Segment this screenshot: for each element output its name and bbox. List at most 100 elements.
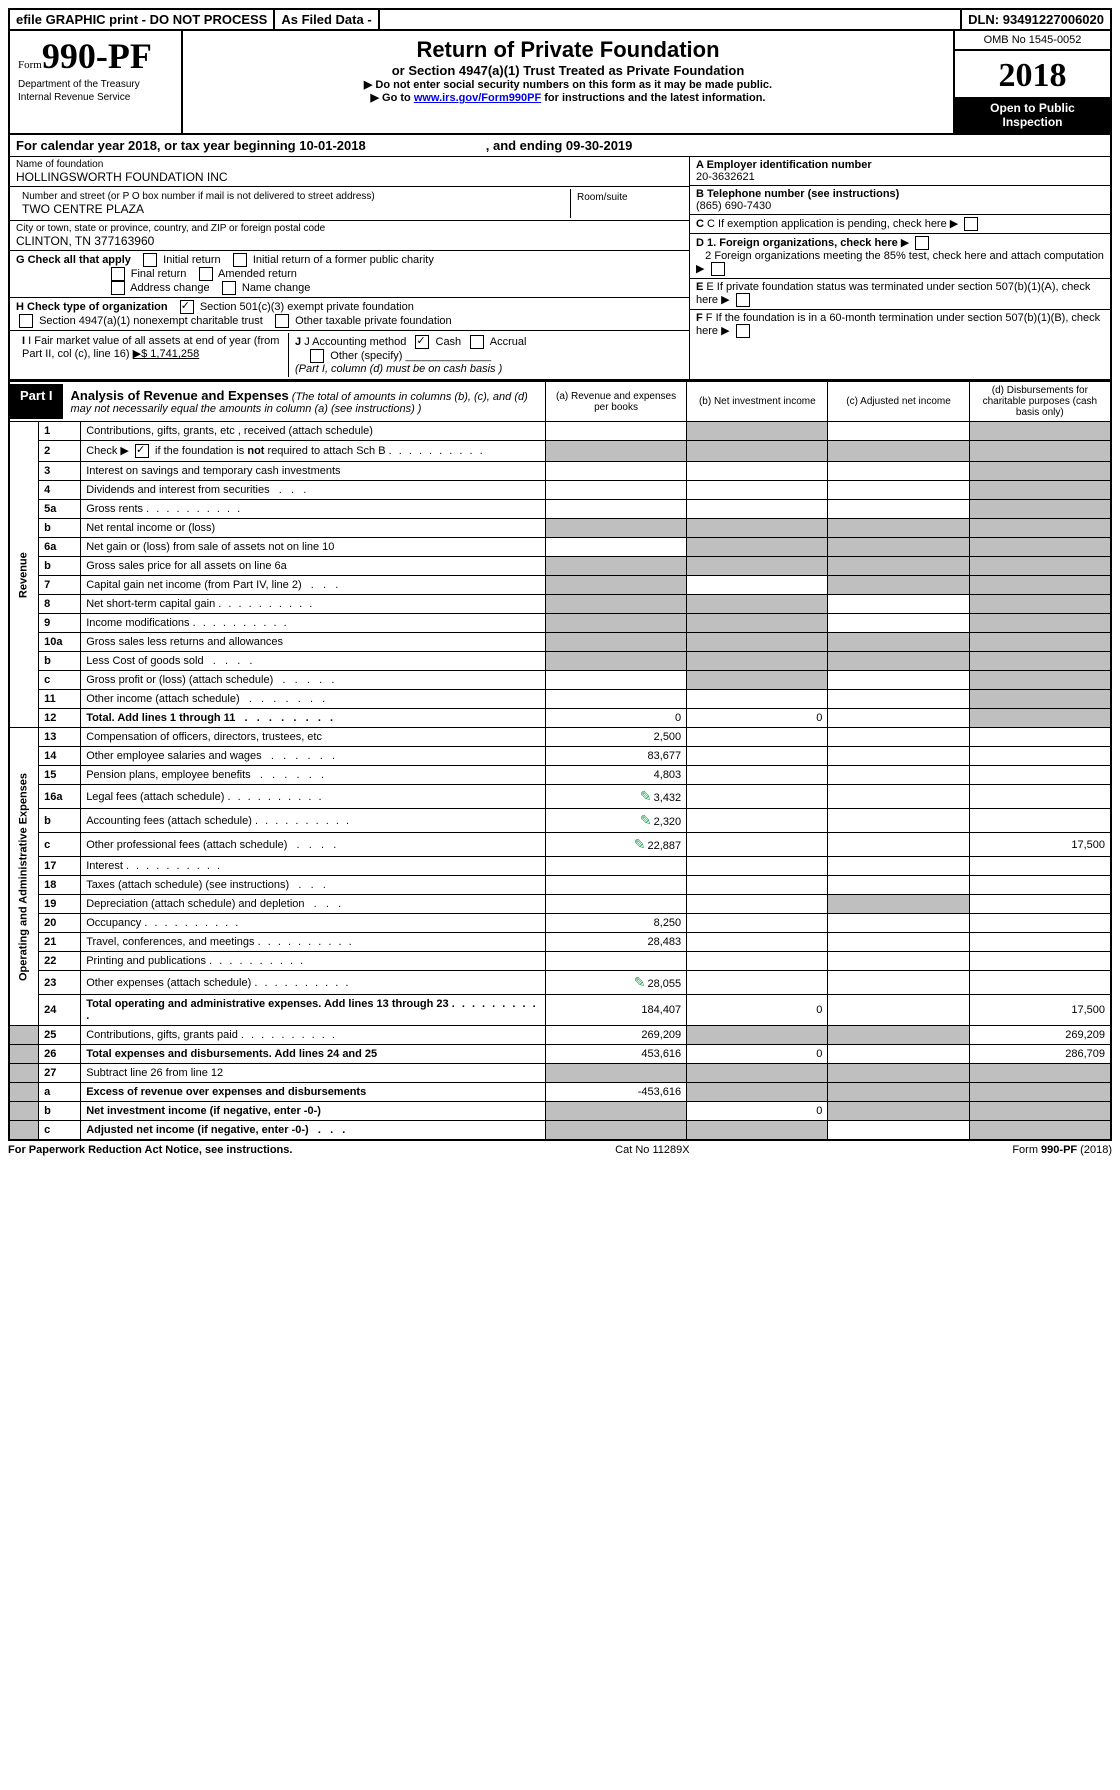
amt-26d: 286,709 [969, 1045, 1111, 1064]
checkbox-d1[interactable] [915, 236, 929, 250]
line-19: Depreciation (attach schedule) and deple… [81, 895, 546, 914]
amt-12a: 0 [545, 709, 686, 728]
line-10b: Less Cost of goods sold . . . . [81, 652, 546, 671]
city-value: CLINTON, TN 377163960 [16, 234, 683, 248]
amt-16c-d: 17,500 [969, 833, 1111, 857]
line-16b: Accounting fees (attach schedule) [81, 809, 546, 833]
checkbox-other-tax[interactable] [275, 314, 289, 328]
amt-24a: 184,407 [545, 995, 686, 1026]
address-label: Number and street (or P O box number if … [22, 191, 564, 202]
col-c-header: (c) Adjusted net income [828, 382, 969, 422]
title-block: Return of Private Foundation or Section … [183, 31, 953, 133]
checkbox-cash[interactable] [415, 335, 429, 349]
h-row: H Check type of organization Section 501… [10, 298, 689, 331]
checkbox-accrual[interactable] [470, 335, 484, 349]
part1-desc: Analysis of Revenue and Expenses (The to… [63, 384, 545, 419]
phone-label: B Telephone number (see instructions) [696, 188, 899, 200]
checkbox-e[interactable] [736, 293, 750, 307]
col-d-header: (d) Disbursements for charitable purpose… [969, 382, 1111, 422]
line-25: Contributions, gifts, grants paid [81, 1026, 546, 1045]
line-27: Subtract line 26 from line 12 [81, 1064, 546, 1083]
room-label: Room/suite [577, 192, 628, 203]
amt-25a: 269,209 [545, 1026, 686, 1045]
attach-icon[interactable]: ✎ [640, 788, 652, 805]
line-5b: Net rental income or (loss) [81, 519, 546, 538]
checkbox-initial[interactable] [143, 253, 157, 267]
amt-16c-a: ✎22,887 [545, 833, 686, 857]
as-filed: As Filed Data - [275, 10, 379, 29]
line-10a: Gross sales less returns and allowances [81, 633, 546, 652]
attach-icon[interactable]: ✎ [634, 974, 646, 991]
form-title: Return of Private Foundation [189, 37, 947, 63]
instr-1: ▶ Do not enter social security numbers o… [189, 78, 947, 91]
f-cell: F F If the foundation is in a 60-month t… [690, 310, 1110, 340]
checkbox-initial-former[interactable] [233, 253, 247, 267]
d-cell: D 1. Foreign organizations, check here ▶… [690, 234, 1110, 279]
line-21: Travel, conferences, and meetings [81, 933, 546, 952]
attach-icon[interactable]: ✎ [634, 836, 646, 853]
spacer [380, 10, 962, 29]
line-8: Net short-term capital gain [81, 595, 546, 614]
line-2: Check ▶ if the foundation is not require… [81, 441, 546, 462]
name-label: Name of foundation [16, 159, 683, 170]
name-cell: Name of foundation HOLLINGSWORTH FOUNDAT… [10, 157, 689, 187]
checkbox-c[interactable] [964, 217, 978, 231]
line-6a: Net gain or (loss) from sale of assets n… [81, 538, 546, 557]
omb-number: OMB No 1545-0052 [955, 31, 1110, 51]
amt-16b: ✎2,320 [545, 809, 686, 833]
line-26: Total expenses and disbursements. Add li… [81, 1045, 546, 1064]
checkbox-other-method[interactable] [310, 349, 324, 363]
checkbox-f[interactable] [736, 324, 750, 338]
d1-label: D 1. Foreign organizations, check here [696, 237, 898, 249]
foundation-name: HOLLINGSWORTH FOUNDATION INC [16, 170, 683, 184]
footer-right: Form 990-PF (2018) [1012, 1144, 1112, 1156]
checkbox-name[interactable] [222, 281, 236, 295]
line-3: Interest on savings and temporary cash i… [81, 462, 546, 481]
amt-21a: 28,483 [545, 933, 686, 952]
cal-begin: For calendar year 2018, or tax year begi… [16, 138, 366, 153]
line-6b: Gross sales price for all assets on line… [81, 557, 546, 576]
col-b-header: (b) Net investment income [687, 382, 828, 422]
year-block: OMB No 1545-0052 2018 Open to Public Ins… [953, 31, 1110, 133]
form-number: 990-PF [42, 36, 152, 76]
j-label: J Accounting method [304, 336, 406, 348]
attach-icon[interactable]: ✎ [640, 812, 652, 829]
form-label: Form [18, 59, 42, 71]
amt-25d: 269,209 [969, 1026, 1111, 1045]
checkbox-final[interactable] [111, 267, 125, 281]
efile-notice: efile GRAPHIC print - DO NOT PROCESS [10, 10, 275, 29]
form-header: Form990-PF Department of the Treasury In… [8, 31, 1112, 135]
amt-12b: 0 [687, 709, 828, 728]
checkbox-d2[interactable] [711, 262, 725, 276]
footer-left: For Paperwork Reduction Act Notice, see … [8, 1144, 292, 1156]
tax-year: 2018 [955, 51, 1110, 97]
e-cell: E E If private foundation status was ter… [690, 279, 1110, 310]
line-27a: Excess of revenue over expenses and disb… [81, 1083, 546, 1102]
line-16a: Legal fees (attach schedule) [81, 785, 546, 809]
address-row: Number and street (or P O box number if … [10, 187, 689, 221]
checkbox-address[interactable] [111, 281, 125, 295]
phone-value: (865) 690-7430 [696, 200, 771, 212]
line-27c: Adjusted net income (if negative, enter … [81, 1121, 546, 1141]
side-revenue: Revenue [9, 422, 39, 728]
h-label: H Check type of organization [16, 301, 168, 313]
irs-link[interactable]: www.irs.gov/Form990PF [414, 92, 541, 104]
line-5a: Gross rents [81, 500, 546, 519]
line-1: Contributions, gifts, grants, etc , rece… [81, 422, 546, 441]
checkbox-4947[interactable] [19, 314, 33, 328]
i-value: ▶$ 1,741,258 [133, 348, 200, 360]
ein-cell: A Employer identification number 20-3632… [690, 157, 1110, 186]
amt-27b: 0 [687, 1102, 828, 1121]
g-label: G Check all that apply [16, 254, 131, 266]
checkbox-amended[interactable] [199, 267, 213, 281]
dept-treasury: Department of the Treasury [18, 79, 173, 90]
amt-20a: 8,250 [545, 914, 686, 933]
line-10c: Gross profit or (loss) (attach schedule)… [81, 671, 546, 690]
side-expenses: Operating and Administrative Expenses [9, 728, 39, 1026]
calendar-year-row: For calendar year 2018, or tax year begi… [8, 135, 1112, 157]
line-16c: Other professional fees (attach schedule… [81, 833, 546, 857]
checkbox-schb[interactable] [135, 444, 149, 458]
form-id-block: Form990-PF Department of the Treasury In… [10, 31, 183, 133]
checkbox-501c3[interactable] [180, 300, 194, 314]
line-15: Pension plans, employee benefits . . . .… [81, 766, 546, 785]
